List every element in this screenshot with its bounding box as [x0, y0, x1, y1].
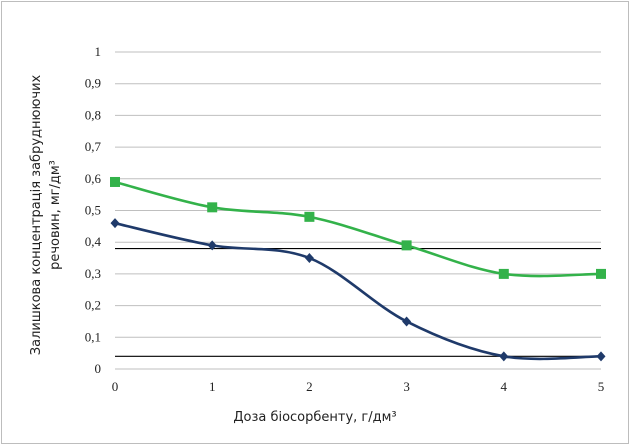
data-point: [207, 202, 218, 213]
y-tick-label: 0,4: [85, 234, 102, 249]
series-group: [110, 176, 606, 362]
data-point: [110, 176, 120, 187]
data-point: [304, 211, 315, 222]
y-tick-label: 0,5: [85, 203, 101, 218]
x-tick-label: 3: [403, 379, 410, 394]
y-axis-title-line-1: Залишкова концентрація забруднюючих: [29, 74, 44, 355]
data-point: [499, 351, 509, 362]
data-point: [401, 240, 412, 251]
x-tick-label: 2: [306, 379, 313, 394]
data-point: [596, 351, 606, 362]
data-point: [110, 218, 120, 229]
y-tick-label: 1: [95, 44, 102, 59]
data-point: [498, 268, 509, 279]
y-axis-title-line-2: речовин, мг/дм³: [48, 160, 63, 270]
data-point: [596, 268, 606, 279]
x-tick-label: 0: [112, 379, 119, 394]
x-tick-label: 4: [501, 379, 508, 394]
y-tick-label: 0,9: [85, 76, 101, 91]
y-tick-label: 0,8: [85, 107, 101, 122]
y-tick-label: 0,1: [85, 329, 101, 344]
x-tick-label: 5: [598, 379, 605, 394]
series-line: [114, 180, 602, 278]
gridlines: [115, 51, 601, 370]
x-tick-labels: 0 1 2 3 4 5: [112, 379, 605, 394]
y-tick-label: 0,2: [85, 298, 101, 313]
y-tick-label: 0: [95, 361, 102, 376]
data-point: [207, 240, 217, 251]
data-point: [402, 316, 412, 327]
y-tick-label: 0,3: [85, 266, 101, 281]
data-point: [304, 253, 314, 264]
y-tick-label: 0,6: [85, 171, 102, 186]
series-line: [114, 221, 602, 361]
x-tick-label: 1: [209, 379, 216, 394]
reference-lines: [115, 247, 601, 357]
y-tick-label: 0,7: [85, 139, 102, 154]
x-axis-title: Доза біосорбенту, г/дм³: [233, 410, 396, 425]
y-tick-labels: 0 0,1 0,2 0,3 0,4 0,5 0,6 0,7 0,8 0,9 1: [85, 44, 102, 376]
